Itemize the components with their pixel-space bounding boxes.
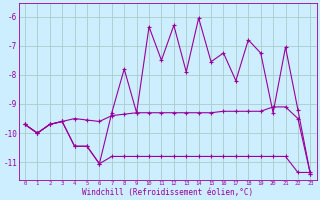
- X-axis label: Windchill (Refroidissement éolien,°C): Windchill (Refroidissement éolien,°C): [82, 188, 253, 197]
